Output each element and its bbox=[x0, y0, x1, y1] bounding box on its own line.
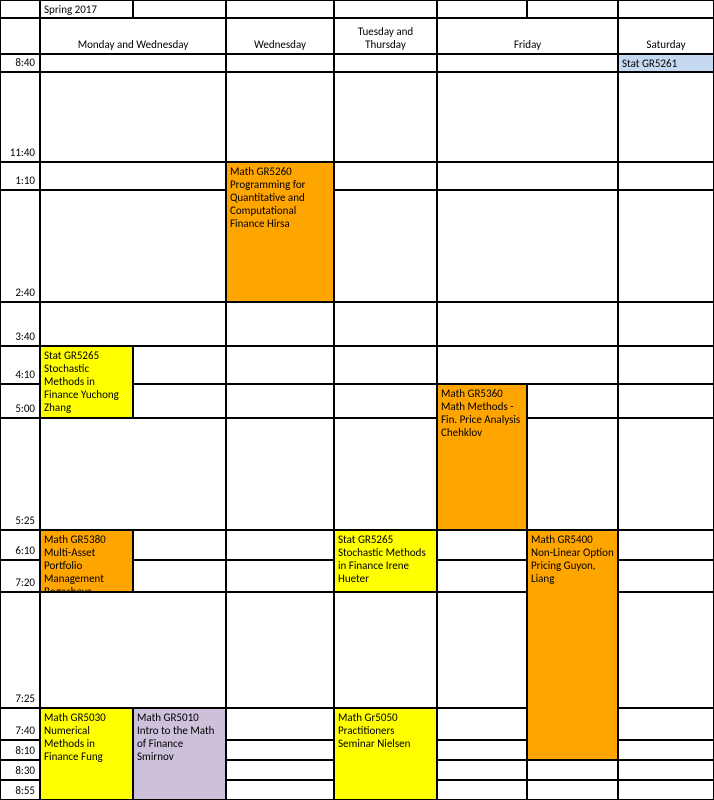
course-math5030: Math GR5030 Numerical Methods in Finance… bbox=[40, 708, 133, 800]
time-r840: 8:40 bbox=[0, 54, 40, 72]
time-r740: 7:40 bbox=[0, 708, 40, 740]
course-stat5265b: Stat GR5265 Stochastic Methods in Financ… bbox=[334, 530, 437, 592]
time-r830: 8:30 bbox=[0, 760, 40, 780]
time-r110: 1:10 bbox=[0, 162, 40, 190]
time-r610: 6:10 bbox=[0, 530, 40, 560]
time-r525: 5:25 bbox=[0, 418, 40, 530]
time-r855: 8:55 bbox=[0, 780, 40, 800]
schedule-grid: Spring 2017Monday and WednesdayWednesday… bbox=[0, 0, 714, 800]
time-r720: 7:20 bbox=[0, 560, 40, 592]
time-r1140: 11:40 bbox=[0, 72, 40, 162]
course-math5010: Math GR5010 Intro to the Math of Finance… bbox=[133, 708, 226, 800]
time-r340: 3:40 bbox=[0, 302, 40, 346]
col-wed: Wednesday bbox=[226, 18, 334, 54]
col-monwed: Monday and Wednesday bbox=[40, 18, 226, 54]
course-math5380: Math GR5380 Multi-Asset Portfolio Manage… bbox=[40, 530, 133, 592]
course-math5400: Math GR5400 Non-Linear Option Pricing Gu… bbox=[527, 530, 618, 760]
course-stat5265a: Stat GR5265 Stochastic Methods in Financ… bbox=[40, 346, 133, 418]
time-r410: 4:10 bbox=[0, 346, 40, 384]
course-math5260: Math GR5260 Programming for Quantitative… bbox=[226, 162, 334, 302]
time-r240: 2:40 bbox=[0, 190, 40, 302]
time-r810: 8:10 bbox=[0, 740, 40, 760]
col-sat: Saturday bbox=[618, 18, 714, 54]
corner-cell bbox=[0, 0, 40, 18]
course-math5360: Math GR5360 Math Methods - Fin. Price An… bbox=[437, 384, 527, 530]
col-tuethu: Tuesday and Thursday bbox=[334, 18, 437, 54]
course-stat5261: Stat GR5261 Statistical Methods in Finan… bbox=[618, 54, 714, 72]
title-cell: Spring 2017 bbox=[40, 0, 133, 18]
course-math5050: Math Gr5050 Practitioners Seminar Nielse… bbox=[334, 708, 437, 800]
col-fri: Friday bbox=[437, 18, 618, 54]
time-r725: 7:25 bbox=[0, 592, 40, 708]
time-header bbox=[0, 18, 40, 54]
time-r500: 5:00 bbox=[0, 384, 40, 418]
